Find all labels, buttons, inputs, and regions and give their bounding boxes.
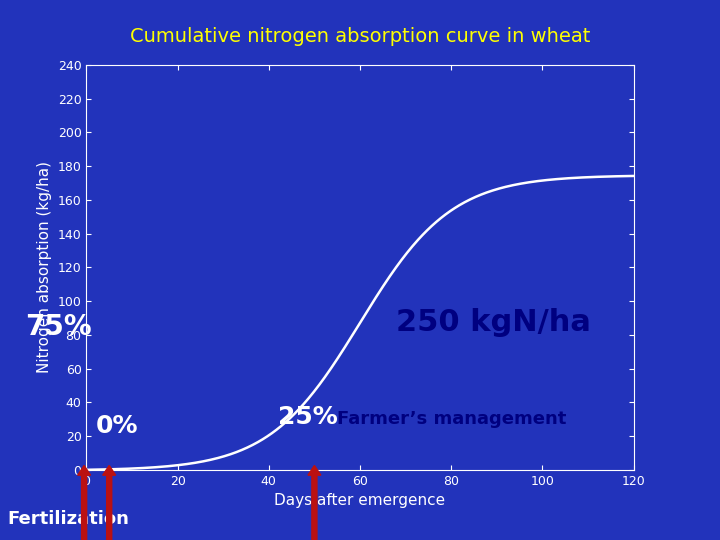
Text: Farmer’s management: Farmer’s management [337,410,567,428]
Text: Cumulative nitrogen absorption curve in wheat: Cumulative nitrogen absorption curve in … [130,27,590,46]
Text: 0%: 0% [96,414,138,438]
Text: 75%: 75% [25,313,92,341]
X-axis label: Days after emergence: Days after emergence [274,493,446,508]
Text: 250 kgN/ha: 250 kgN/ha [397,308,591,338]
Text: Fertilization: Fertilization [7,510,129,528]
Text: 25%: 25% [278,405,338,429]
Y-axis label: Nitrogen absorption (kg/ha): Nitrogen absorption (kg/ha) [37,161,52,373]
